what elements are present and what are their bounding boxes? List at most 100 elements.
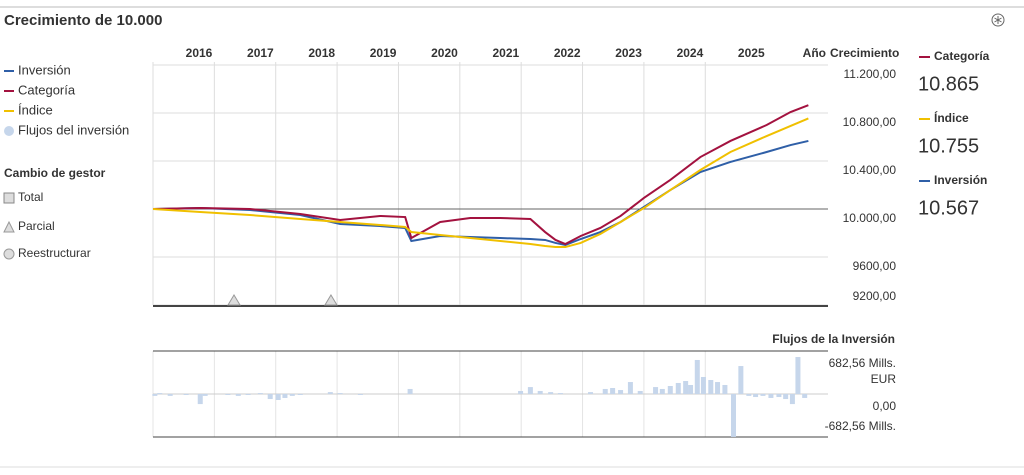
x-tick-label: 2017	[247, 46, 274, 60]
bar	[768, 394, 774, 398]
x-tick-label: 2020	[431, 46, 458, 60]
bar	[225, 394, 231, 395]
bar	[610, 388, 616, 394]
legend-label: Flujos del inversión	[18, 122, 129, 137]
x-tick-label: 2025	[738, 46, 765, 60]
y-tick-label: 10.000,00	[843, 211, 897, 225]
summary-value: 10.755	[918, 135, 979, 157]
legend-label: Índice	[18, 102, 53, 117]
bar	[183, 394, 189, 395]
y-tick-label: 10.400,00	[843, 163, 897, 177]
bar	[267, 394, 273, 400]
y-tick-label: 0,00	[872, 399, 896, 413]
legend-circle	[3, 248, 15, 260]
bar	[588, 392, 594, 394]
bar	[722, 384, 728, 394]
bar	[257, 393, 263, 395]
legend-label: Total	[18, 190, 43, 204]
bar	[675, 382, 681, 394]
bar	[688, 384, 694, 394]
bar	[245, 394, 251, 395]
y-tick-label: 9600,00	[853, 259, 897, 273]
bar	[197, 394, 203, 405]
bar	[731, 394, 736, 437]
bar	[700, 376, 706, 394]
summary-name: Inversión	[934, 173, 987, 187]
bar	[202, 394, 208, 396]
bar	[275, 394, 281, 400]
y-axis-label: Crecimiento	[830, 46, 899, 60]
legend-label: Categoría	[18, 82, 76, 97]
bar	[357, 394, 363, 395]
bar	[802, 394, 808, 398]
line	[152, 104, 809, 246]
bar	[297, 394, 303, 395]
bar	[157, 393, 163, 395]
bar	[289, 394, 295, 396]
x-tick-label: 2019	[370, 46, 397, 60]
summary-name: Índice	[934, 110, 969, 125]
x-tick-label: 2023	[615, 46, 642, 60]
x-tick-label: 2018	[308, 46, 335, 60]
summary-value: 10.865	[918, 73, 979, 95]
bar	[327, 392, 333, 394]
x-tick-label: 2016	[186, 46, 213, 60]
bar	[795, 357, 801, 394]
bar	[407, 388, 413, 394]
bar	[557, 393, 563, 395]
summary-value: 10.567	[918, 197, 979, 219]
bar	[152, 394, 158, 396]
bar	[627, 382, 633, 394]
manager-legend-title: Cambio de gestor	[4, 166, 106, 180]
bar	[235, 394, 241, 396]
y-tick-label: 9200,00	[853, 289, 897, 303]
bar	[518, 390, 524, 394]
settings-icon[interactable]	[991, 13, 1005, 27]
y-tick-label: 11.200,00	[844, 67, 897, 81]
bar	[659, 388, 665, 394]
bar	[746, 394, 752, 396]
bar	[708, 380, 714, 394]
line	[152, 139, 809, 247]
x-tick-label: 2024	[677, 46, 704, 60]
bar	[789, 394, 795, 405]
y-tick-label: -682,56 Mills.	[824, 419, 896, 433]
bar	[694, 359, 700, 394]
legend-square	[3, 192, 15, 204]
bar	[760, 394, 766, 396]
x-tick-label: 2022	[554, 46, 581, 60]
y-tick-label: 10.800,00	[843, 115, 897, 129]
bar	[167, 394, 173, 396]
bar	[337, 393, 343, 395]
bar	[753, 394, 759, 398]
bar	[282, 394, 288, 398]
flows-title: Flujos de la Inversión	[772, 332, 895, 346]
bar	[527, 387, 533, 394]
bar	[618, 390, 624, 394]
x-tick-label: 2021	[492, 46, 519, 60]
legend-triangle	[3, 220, 15, 233]
bar	[602, 388, 608, 394]
partial-change-marker	[324, 294, 338, 306]
line	[152, 117, 809, 249]
bar	[537, 390, 543, 394]
bar	[738, 366, 744, 394]
legend-label: Parcial	[18, 219, 55, 233]
bar	[715, 382, 721, 394]
legend-label: Inversión	[18, 62, 71, 77]
bar	[783, 394, 789, 400]
x-axis-label: Año	[803, 46, 826, 60]
bar	[667, 385, 673, 394]
bar	[776, 394, 782, 398]
bar	[548, 392, 554, 394]
summary-name: Categoría	[934, 49, 990, 63]
chart-title: Crecimiento de 10.000	[4, 12, 162, 29]
bar	[637, 390, 643, 394]
partial-change-marker	[227, 294, 241, 306]
y-tick-label: 682,56 Mills. EUR	[828, 356, 896, 386]
bar	[653, 387, 659, 394]
legend-swatch	[4, 126, 14, 136]
bar	[683, 381, 689, 394]
legend-label: Reestructurar	[18, 246, 91, 260]
